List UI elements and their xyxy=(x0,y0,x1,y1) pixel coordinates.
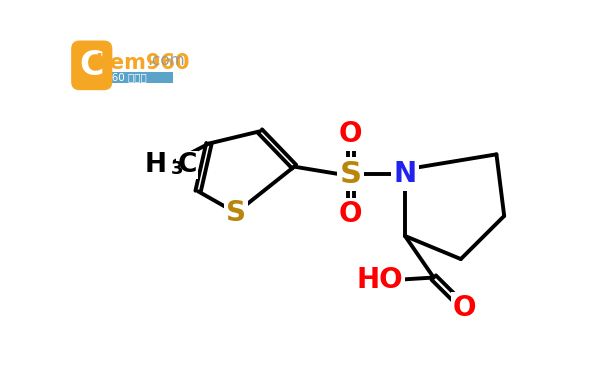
Text: O: O xyxy=(339,120,362,148)
Text: C: C xyxy=(79,49,104,82)
FancyBboxPatch shape xyxy=(79,72,172,83)
Text: 960 化工网: 960 化工网 xyxy=(105,72,147,82)
Text: O: O xyxy=(453,294,476,322)
Text: N: N xyxy=(393,160,417,188)
Text: .com: .com xyxy=(147,53,185,68)
Text: S: S xyxy=(340,160,362,189)
Text: hem960: hem960 xyxy=(95,53,189,73)
Text: H: H xyxy=(145,152,167,178)
Text: HO: HO xyxy=(356,266,403,294)
Text: C: C xyxy=(177,152,197,178)
Text: O: O xyxy=(339,200,362,228)
Text: 3: 3 xyxy=(171,160,183,178)
Text: N: N xyxy=(393,160,417,188)
Text: S: S xyxy=(226,199,246,227)
